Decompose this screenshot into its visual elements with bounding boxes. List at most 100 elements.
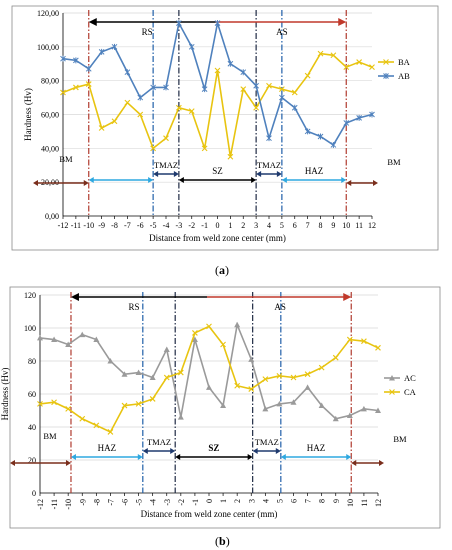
data-point [85,81,92,87]
y-tick-label: 80 [28,357,36,366]
bm-right-arrow-head-left [346,180,352,186]
data-point [278,86,285,93]
x-tick-label: -4 [149,499,158,506]
x-tick-label: 9 [332,499,341,503]
x-tick-label: 10 [346,499,355,507]
y-tick-label: 120 [24,291,36,300]
bm-left-arrow-head-left [10,460,15,466]
chart-panel-a: 0,0020,0040,0060,0080,00100,00120,00-12-… [11,5,439,251]
data-point [73,57,79,64]
data-point [248,356,255,362]
zone-label-rs: RS [142,27,153,37]
y-tick-label: 60 [28,390,36,399]
caption-a: (a) [215,263,229,278]
data-point [124,99,131,106]
y-tick-label: 100 [24,324,36,333]
x-tick-label: -5 [135,499,144,506]
caption-b-letter: b [219,534,226,548]
data-point [262,405,269,412]
x-tick-label: 1 [219,499,228,503]
tmaz-right-arrow-head-right [275,448,281,454]
data-point [262,376,269,383]
data-point [360,405,367,412]
series-line [62,20,373,147]
data-point [253,82,259,89]
haz-right-arrow-head-left [281,177,287,183]
x-tick-label: -2 [177,499,186,506]
x-tick-label: -11 [50,499,59,509]
data-point [111,43,118,50]
x-tick-label: -9 [98,221,105,230]
tmaz-left-arrow-head-right [170,448,176,454]
data-point [369,111,375,118]
legend-label: BA [398,57,411,67]
x-tick-label: 3 [254,221,258,230]
data-point [234,321,241,328]
data-point [290,374,297,381]
tmaz-right-arrow-head-right [276,171,282,177]
caption-a-letter: a [219,263,225,277]
caption-b-open: ( [215,534,219,548]
data-point [227,153,234,160]
data-point [201,145,208,152]
data-point [201,86,208,93]
x-tick-label: -5 [150,221,157,230]
data-point [176,20,182,27]
x-tick-label: 8 [319,221,323,230]
x-tick-label: 4 [261,499,270,503]
x-tick-label: 2 [233,499,242,503]
data-point [291,89,298,96]
series-ac [37,321,381,422]
haz-right-arrow-head-left [280,454,286,460]
x-axis-title: Distance from weld zone center (mm) [141,509,278,519]
zone-label-tmaz-right: TMAZ [257,160,281,170]
data-point [65,341,72,347]
data-point [163,84,169,91]
data-point [248,386,255,392]
y-tick-label: 0 [32,489,36,498]
data-point [330,52,337,59]
zone-label-tmaz-right: TMAZ [255,437,279,447]
data-point [375,344,381,351]
data-point [227,60,234,67]
zone-label-as: AS [276,27,288,37]
zone-label-bm-left: BM [59,154,73,164]
data-point [369,64,375,71]
bm-right-arrow-head-left [351,460,357,466]
as-arrowhead [338,18,347,26]
x-tick-label: 12 [368,221,376,230]
chart-frame [9,286,441,529]
rs-arrowhead [88,18,97,26]
bm-right-arrow-head-right [373,180,378,186]
x-tick-label: -12 [58,221,69,230]
data-point [361,338,367,345]
data-point [163,374,170,381]
data-point [290,399,297,405]
bm-left-arrow-head-right [83,180,89,186]
caption-b-close: ) [225,534,230,548]
haz-left-arrow-head-left [70,454,76,460]
data-point [332,415,339,422]
data-point [317,50,324,57]
data-point [318,402,325,409]
x-tick-label: -11 [71,221,81,230]
y-tick-label: 80,00 [41,77,59,86]
data-point [98,125,105,131]
series-ab [60,20,375,148]
data-point [276,372,283,379]
y-tick-label: 120,00 [37,9,59,18]
tmaz-left-arrow-head-right [173,171,179,177]
data-point [93,422,100,429]
x-tick-label: 1 [228,221,232,230]
data-point [375,407,381,413]
x-tick-label: 3 [247,499,256,503]
x-tick-label: 7 [306,221,310,230]
data-point [240,69,247,76]
caption-b: (b) [215,534,230,549]
x-tick-label: -6 [137,221,144,230]
data-point [389,375,395,381]
y-tick-label: 20 [28,456,36,465]
sz-arrow-head-left [178,177,184,183]
haz-right-arrow-head-right [346,454,352,460]
